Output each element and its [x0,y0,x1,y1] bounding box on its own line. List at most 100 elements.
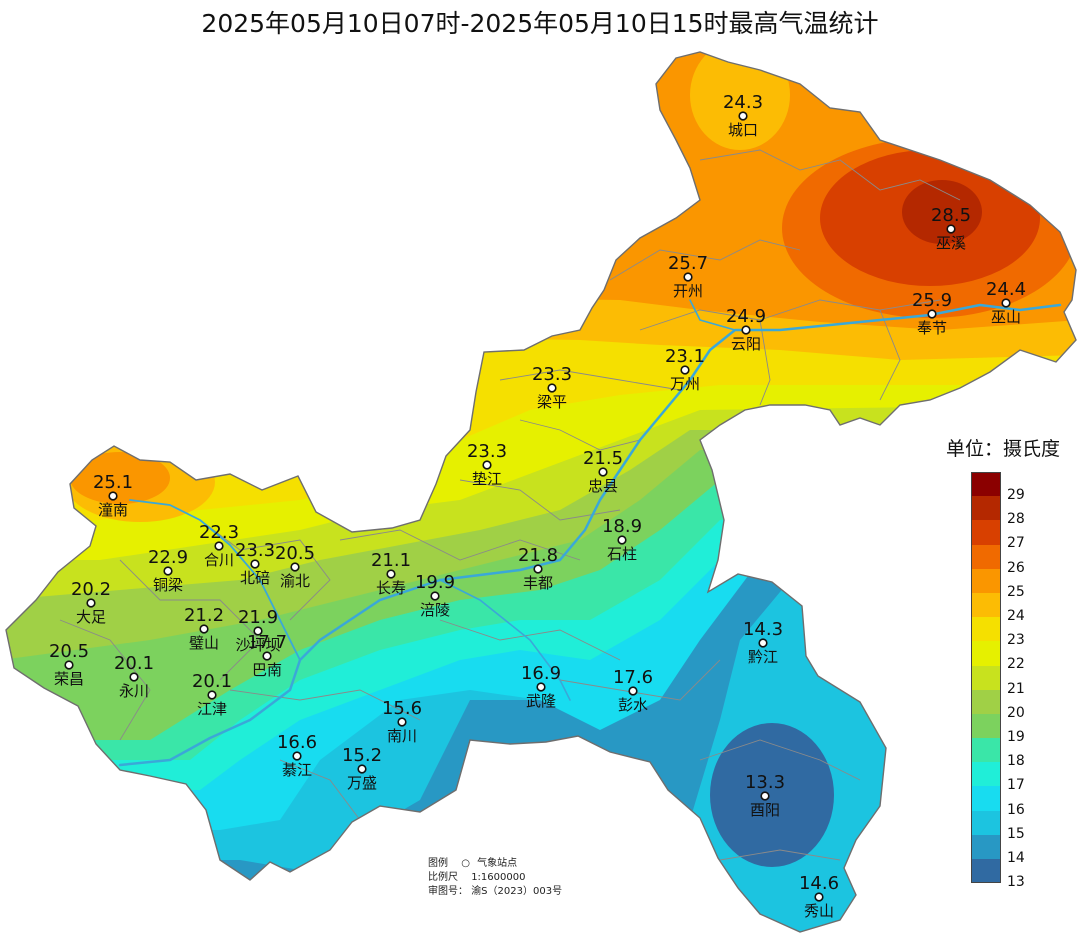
station-temperature: 20.5 [275,543,315,564]
station-dot-icon [199,624,209,634]
station-dot-icon [760,791,770,801]
station-dot-icon [108,491,118,501]
station-dot-icon [533,564,543,574]
station-name: 璧山 [189,634,219,652]
station-name: 渝北 [280,572,310,590]
station-temperature: 25.1 [93,472,133,493]
station-temperature: 20.1 [192,671,232,692]
legend-caption: 图例 [428,858,448,869]
station-dot-icon [129,672,139,682]
station-temperature: 16.9 [521,663,561,684]
station-marker: 16.6 綦江 [277,732,317,779]
station-name: 綦江 [282,761,312,779]
station-dot-icon [86,598,96,608]
station-name: 江津 [197,700,227,718]
legend-tick-label: 18 [1007,753,1025,770]
station-marker: 17.6 彭水 [613,667,653,714]
station-dot-icon [163,566,173,576]
station-marker: 16.9 武隆 [521,663,561,710]
station-marker: 20.5 荣昌 [49,641,89,688]
district-boundaries [59,149,961,861]
station-dot-icon [946,224,956,234]
station-temperature: 18.9 [602,516,642,537]
station-name: 合川 [204,551,234,569]
station-dot-icon [536,682,546,692]
legend-swatch [971,689,1001,714]
station-temperature: 21.5 [583,448,623,469]
legend-tick-label: 19 [1007,729,1025,745]
station-name: 巫溪 [936,234,966,252]
approval-value: 渝S（2023）003号 [471,886,563,897]
station-temperature: 14.3 [743,619,783,640]
station-temperature: 23.3 [235,540,275,561]
station-dot-icon [547,383,557,393]
station-temperature: 15.2 [342,745,382,766]
legend-swatch [971,786,1001,811]
station-marker: 20.1 永川 [114,653,154,700]
legend-tick-label: 13 [1007,874,1025,891]
station-marker: 25.9 奉节 [912,290,952,337]
station-marker: 28.5 巫溪 [931,205,971,252]
station-temperature: 21.2 [184,605,224,626]
station-name: 荣昌 [54,670,84,688]
station-temperature: 17.6 [613,667,653,688]
station-name: 永川 [119,682,149,700]
station-marker: 15.2 万盛 [342,745,382,792]
station-temperature: 21.1 [371,550,411,571]
station-marker: 21.1 长寿 [371,550,411,597]
station-marker: 21.8 丰都 [518,545,558,592]
legend-tick-label: 14 [1007,850,1025,866]
station-name: 秀山 [804,902,834,920]
station-dot-icon [683,272,693,282]
legend-unit-label: 单位：摄氏度 [946,438,1061,460]
station-name: 万州 [670,375,700,393]
station-dot-icon [758,638,768,648]
station-marker: 20.2 大足 [71,579,111,626]
station-dot-icon [617,535,627,545]
legend-swatch [971,738,1001,763]
station-marker: 22.3 合川 [199,522,239,569]
station-temperature: 25.7 [668,253,708,274]
legend-swatch [971,592,1001,618]
station-temperature: 13.3 [745,772,785,793]
station-name: 长寿 [376,579,406,597]
station-name: 垫江 [472,470,502,488]
station-temperature: 14.6 [799,873,839,894]
station-dot-icon [262,651,272,661]
station-marker: 24.9 云阳 [726,306,766,353]
station-name: 黔江 [748,648,778,666]
station-temperature: 24.4 [986,279,1026,300]
station-name: 丰都 [523,574,553,592]
legend-tick-label: 15 [1007,825,1025,842]
station-temperature: 21.8 [518,545,558,566]
station-temperature: 24.9 [726,306,766,327]
station-marker: 21.2 璧山 [184,605,224,652]
station-dot-icon [482,460,492,470]
station-label: 气象站点 [477,858,518,869]
station-temperature: 22.9 [148,547,188,568]
station-dot-icon [357,764,367,774]
legend-tick-label: 21 [1007,680,1025,697]
station-name: 梁平 [537,393,567,411]
station-marker: 23.3 北碚 [235,540,275,587]
station-name: 铜梁 [153,576,183,594]
station-marker: 23.3 梁平 [532,364,572,411]
station-marker: 20.5 渝北 [275,543,315,590]
station-temperature: 28.5 [931,205,971,226]
yangtze-river [118,299,1062,767]
legend-tick-label: 23 [1007,632,1025,649]
station-dot-icon [386,569,396,579]
station-marker: 17.7 巴南 [247,632,287,679]
station-name: 南川 [387,727,417,745]
station-temperature: 22.3 [199,522,239,543]
legend-swatch [971,810,1001,835]
station-temperature: 17.7 [247,632,287,653]
weather-stations: 24.3 城口 28.5 巫溪 25.7 开州 24.9 云阳 25.9 奉节 24.4 巫山 23.1… [49,92,1026,920]
station-name: 城口 [728,121,758,139]
station-temperature: 20.2 [71,579,111,600]
station-dot-icon [397,717,407,727]
station-marker: 14.6 秀山 [799,873,839,920]
station-name: 云阳 [731,335,761,353]
station-dot-icon [927,309,937,319]
station-dot-icon [214,541,224,551]
